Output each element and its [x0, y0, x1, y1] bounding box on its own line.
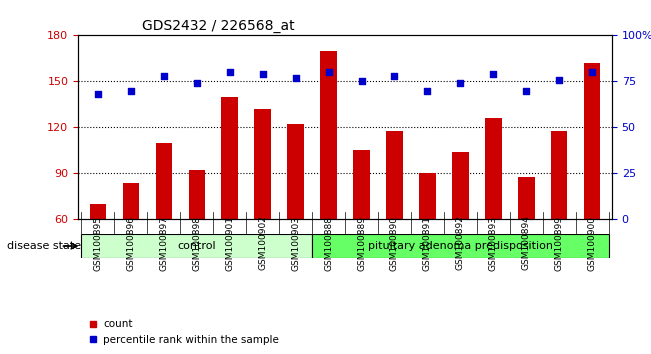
- Legend: count, percentile rank within the sample: count, percentile rank within the sample: [83, 315, 283, 349]
- Bar: [551, 131, 568, 219]
- Bar: [320, 51, 337, 219]
- Point: [257, 71, 268, 77]
- Point: [191, 80, 202, 86]
- Point: [356, 79, 367, 84]
- Text: GDS2432 / 226568_at: GDS2432 / 226568_at: [142, 19, 295, 33]
- Text: GSM100899: GSM100899: [555, 216, 564, 270]
- Bar: [419, 173, 436, 219]
- Text: GSM100895: GSM100895: [93, 216, 102, 270]
- Bar: [452, 152, 469, 219]
- Point: [290, 75, 301, 81]
- Bar: [584, 63, 600, 219]
- Text: disease state: disease state: [7, 241, 81, 251]
- Bar: [90, 204, 106, 219]
- Text: GSM100892: GSM100892: [456, 216, 465, 270]
- FancyBboxPatch shape: [312, 234, 609, 258]
- Text: control: control: [178, 241, 216, 251]
- Text: GSM100901: GSM100901: [225, 216, 234, 270]
- Bar: [255, 109, 271, 219]
- Point: [225, 69, 235, 75]
- Point: [126, 88, 136, 93]
- Text: GSM100889: GSM100889: [357, 216, 366, 270]
- Text: GSM100891: GSM100891: [423, 216, 432, 270]
- Text: GSM100890: GSM100890: [390, 216, 399, 270]
- Point: [488, 71, 499, 77]
- FancyBboxPatch shape: [81, 234, 312, 258]
- Point: [587, 69, 598, 75]
- Bar: [485, 118, 501, 219]
- Text: GSM100893: GSM100893: [489, 216, 498, 270]
- Point: [389, 73, 400, 79]
- Bar: [287, 124, 304, 219]
- Bar: [221, 97, 238, 219]
- Text: GSM100902: GSM100902: [258, 216, 267, 270]
- Point: [324, 69, 334, 75]
- Bar: [156, 143, 172, 219]
- Point: [455, 80, 465, 86]
- Text: GSM100896: GSM100896: [126, 216, 135, 270]
- Text: GSM100888: GSM100888: [324, 216, 333, 270]
- Point: [554, 77, 564, 82]
- Bar: [353, 150, 370, 219]
- Text: GSM100894: GSM100894: [521, 216, 531, 270]
- Text: GSM100903: GSM100903: [291, 216, 300, 270]
- Bar: [518, 177, 534, 219]
- Bar: [189, 170, 205, 219]
- Bar: [386, 131, 403, 219]
- Text: pituitary adenoma predisposition: pituitary adenoma predisposition: [368, 241, 553, 251]
- Point: [521, 88, 531, 93]
- Bar: [122, 183, 139, 219]
- Text: GSM100900: GSM100900: [588, 216, 597, 270]
- Text: GSM100897: GSM100897: [159, 216, 169, 270]
- Point: [422, 88, 433, 93]
- Text: GSM100898: GSM100898: [192, 216, 201, 270]
- Point: [159, 73, 169, 79]
- Point: [92, 91, 103, 97]
